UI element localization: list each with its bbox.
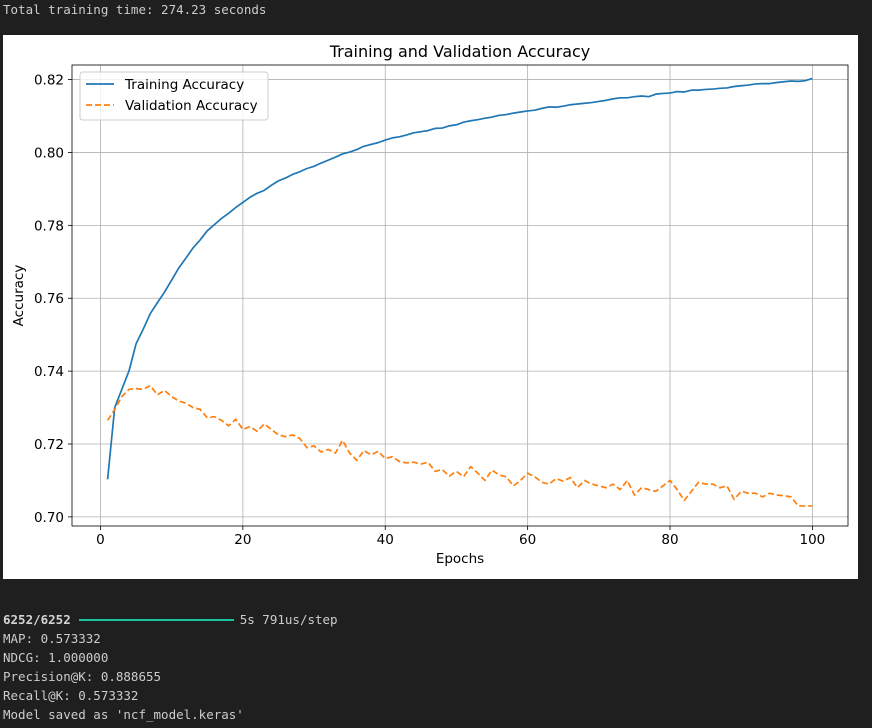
grid-lines	[72, 65, 848, 526]
chart-title: Training and Validation Accuracy	[329, 42, 591, 61]
x-tick-label: 100	[800, 532, 826, 548]
x-tick-label: 0	[96, 532, 105, 548]
progress-line: 6252/6252 5s 791us/step	[3, 610, 338, 629]
x-tick-label: 20	[234, 532, 251, 548]
progress-count: 6252/6252	[3, 612, 71, 627]
metric-map: MAP: 0.573332	[3, 631, 101, 646]
x-tick-label: 40	[377, 532, 394, 548]
accuracy-chart: 0 20 40 60 80 100 0.70 0.72 0.74 0.76 0.78 0.80 0.82…	[11, 42, 849, 567]
legend-label-training: Training Accuracy	[124, 77, 244, 93]
y-tick-label: 0.72	[34, 437, 64, 453]
axis-ticks: 0 20 40 60 80 100 0.70 0.72 0.74 0.76 0.78 0.80 0.82	[34, 73, 825, 548]
legend-box	[79, 71, 269, 121]
y-axis-label: Accuracy	[11, 265, 27, 327]
legend-label-validation: Validation Accuracy	[125, 98, 258, 114]
console-output: 6252/6252 5s 791us/step MAP: 0.573332 NDC…	[3, 610, 338, 724]
y-tick-label: 0.80	[34, 145, 64, 161]
plot-area-frame	[71, 64, 849, 527]
model-saved-message: Model saved as 'ncf_model.keras'	[3, 707, 244, 722]
y-tick-label: 0.78	[34, 218, 64, 234]
x-tick-label: 60	[519, 532, 536, 548]
metric-precision: Precision@K: 0.888655	[3, 669, 162, 684]
x-axis-label: Epochs	[436, 551, 484, 567]
metric-recall: Recall@K: 0.573332	[3, 688, 139, 703]
training-accuracy-line	[106, 77, 813, 480]
metric-ndcg: NDCG: 1.000000	[3, 650, 109, 665]
y-tick-label: 0.82	[34, 73, 64, 89]
accuracy-chart-figure: 0 20 40 60 80 100 0.70 0.72 0.74 0.76 0.78 0.80 0.82…	[3, 35, 858, 579]
chart-legend: Training Accuracy Validation Accuracy	[79, 71, 269, 121]
progress-timing: 5s 791us/step	[239, 612, 338, 627]
y-tick-label: 0.74	[34, 364, 64, 380]
y-tick-label: 0.76	[34, 291, 64, 307]
chart-series	[106, 77, 813, 507]
validation-accuracy-line	[106, 384, 813, 507]
training-time-output: Total training time: 274.23 seconds	[3, 2, 267, 17]
x-tick-label: 80	[661, 532, 678, 548]
progress-bar	[78, 618, 234, 621]
y-tick-label: 0.70	[34, 510, 64, 526]
